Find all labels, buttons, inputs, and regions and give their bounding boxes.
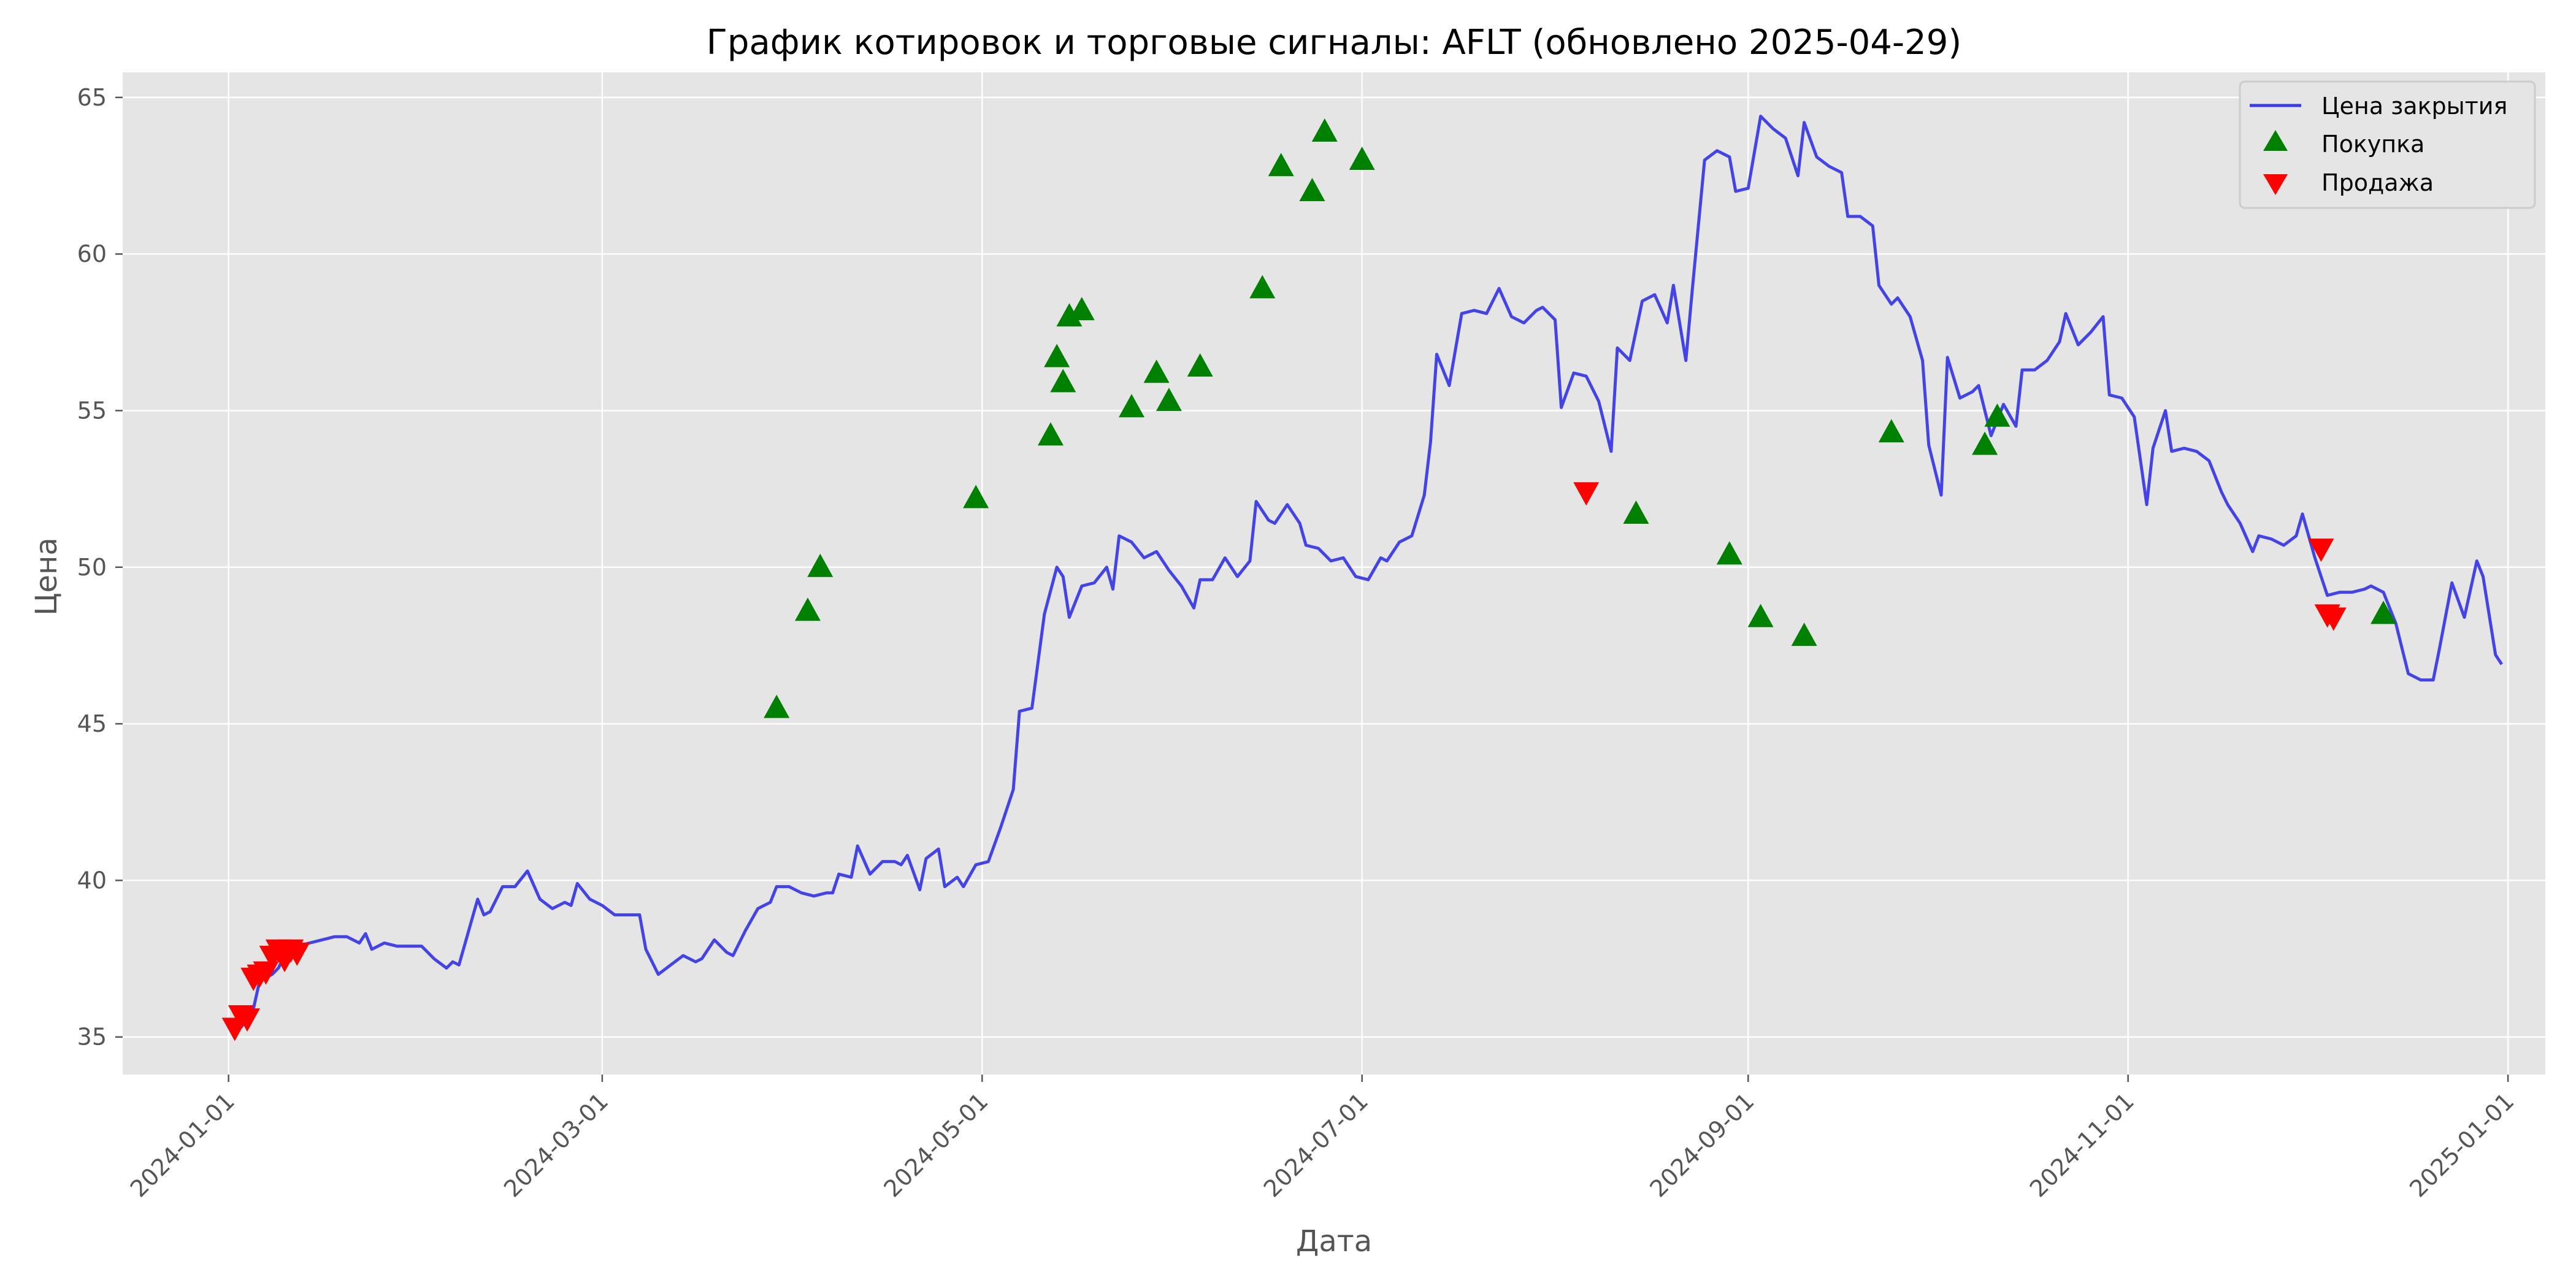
buy-marker xyxy=(1972,431,1998,455)
y-tick-label: 60 xyxy=(77,240,107,267)
buy-marker xyxy=(1156,388,1182,412)
y-tick-label: 55 xyxy=(77,397,107,424)
buy-marker xyxy=(764,694,790,718)
y-tick-label: 50 xyxy=(77,554,107,581)
buy-marker xyxy=(1878,419,1904,443)
legend-box xyxy=(2239,80,2536,209)
y-tick-label: 45 xyxy=(77,710,107,737)
grid xyxy=(123,72,2545,1075)
buy-marker xyxy=(1349,146,1375,170)
price-line xyxy=(239,115,2503,1029)
buy-marker xyxy=(1143,359,1170,383)
buy-marker xyxy=(1249,275,1276,299)
buy-marker xyxy=(1050,369,1076,393)
buy-marker xyxy=(1299,178,1325,202)
buy-marker xyxy=(1268,153,1294,177)
sell-marker xyxy=(2308,539,2334,562)
legend-label-sell: Продажа xyxy=(2321,169,2434,196)
sell-marker xyxy=(284,942,310,966)
buy-marker xyxy=(1068,297,1095,321)
buy-marker xyxy=(1747,604,1774,627)
x-axis-label: Дата xyxy=(1296,1224,1372,1259)
sell-marker xyxy=(1573,482,1600,506)
buy-marker xyxy=(1056,303,1083,327)
buy-marker xyxy=(1791,623,1817,646)
sell-signals xyxy=(221,482,2347,1041)
buy-marker xyxy=(807,553,834,577)
y-axis-label: Цена xyxy=(29,537,64,616)
y-tick-label: 40 xyxy=(77,867,107,894)
buy-marker xyxy=(1037,422,1064,446)
legend-label-buy: Покупка xyxy=(2321,131,2425,158)
y-axis: 35 40 45 50 55 60 65 xyxy=(77,84,123,1051)
buy-marker xyxy=(794,597,821,621)
sell-marker xyxy=(2320,607,2347,631)
legend-sell-swatch xyxy=(2263,174,2288,195)
price-line-layer xyxy=(239,115,2503,1029)
y-tick-label: 65 xyxy=(77,84,107,111)
legend-buy-swatch xyxy=(2263,130,2288,151)
plot-area xyxy=(123,72,2545,1075)
buy-marker xyxy=(1311,118,1338,142)
buy-marker xyxy=(1044,343,1070,367)
buy-marker xyxy=(1716,541,1742,565)
buy-marker xyxy=(1187,353,1213,377)
buy-marker xyxy=(2370,600,2396,624)
chart-title: График котировок и торговые сигналы: AFL… xyxy=(707,23,1961,63)
legend: Цена закрытия Покупка Продажа xyxy=(2239,80,2536,209)
buy-signals xyxy=(764,118,2396,718)
buy-marker xyxy=(1984,403,2011,427)
buy-marker xyxy=(1623,500,1649,524)
y-tick-label: 35 xyxy=(77,1024,107,1051)
buy-marker xyxy=(963,485,989,508)
sell-marker xyxy=(234,1008,261,1032)
buy-marker xyxy=(1118,394,1144,418)
legend-label-close: Цена закрытия xyxy=(2321,93,2507,120)
